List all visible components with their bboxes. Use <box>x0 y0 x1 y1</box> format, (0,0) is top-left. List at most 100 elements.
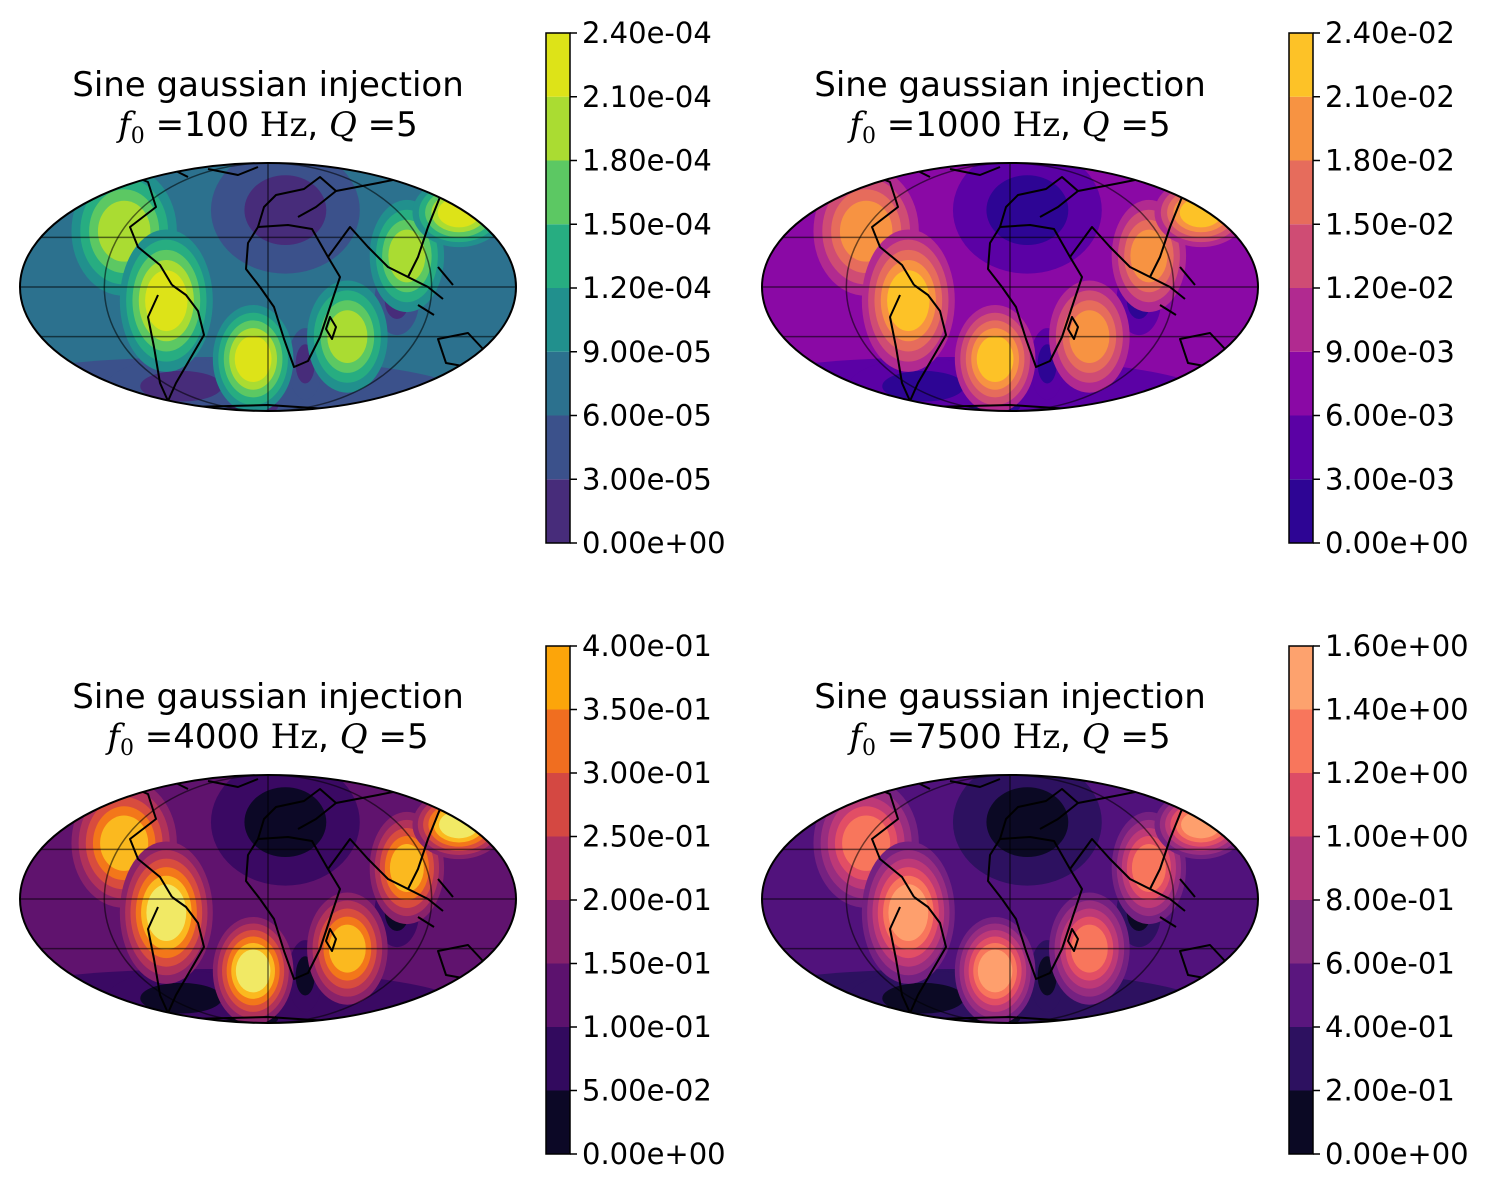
colorbar-tick-label: 1.60e+00 <box>1325 629 1469 663</box>
f0-value: 4000 <box>173 717 260 757</box>
coastline <box>1067 928 1079 952</box>
colorbar-tick-label: 3.00e-01 <box>582 756 712 790</box>
coastline <box>889 896 947 1014</box>
colorbar-band <box>546 224 570 288</box>
contour-region <box>244 787 327 858</box>
contour-region <box>1131 844 1166 892</box>
sky-map <box>19 162 517 412</box>
colorbar-tick-label: 3.00e-05 <box>582 462 712 496</box>
panel-title: Sine gaussian injection <box>72 677 464 717</box>
f0-value: 7500 <box>915 717 1002 757</box>
contour-region <box>976 335 1014 382</box>
colorbar-tick-label: 8.00e-01 <box>1325 883 1455 917</box>
colorbar-tick-label: 6.00e-05 <box>582 399 712 433</box>
colorbar-tick-label: 2.00e-01 <box>1325 1074 1455 1108</box>
colorbar-tick-label: 1.20e-04 <box>582 271 712 305</box>
coastline <box>147 896 205 1014</box>
q-value: 5 <box>407 717 429 757</box>
colorbar-tick-label: 2.40e-02 <box>1325 16 1455 50</box>
colorbar-band <box>546 415 570 480</box>
contour-region <box>439 810 479 839</box>
colorbar: 0.00e+00 2.00e-01 4.00e-01 6.00e-01 8.00e-01… <box>1288 629 1469 1171</box>
colorbar-tick-label: 0.00e+00 <box>1325 1137 1469 1171</box>
contour-region <box>882 370 965 402</box>
contour-region <box>986 787 1069 858</box>
colorbar-band <box>1289 709 1313 773</box>
contour-region <box>235 949 271 993</box>
coastline <box>325 928 337 952</box>
colorbar-tick-label: 3.00e-03 <box>1325 462 1455 496</box>
sky-map <box>761 162 1259 412</box>
colorbar-band <box>1289 1027 1313 1091</box>
colorbar-band <box>546 963 570 1027</box>
contour-region <box>1181 810 1221 839</box>
colorbar-tick-label: 1.20e-02 <box>1325 271 1455 305</box>
colorbar-tick-label: 9.00e-03 <box>1325 335 1455 369</box>
contour-region <box>986 175 1069 246</box>
colorbar-tick-label: 1.80e-02 <box>1325 144 1455 178</box>
coastline <box>245 836 341 980</box>
colorbar-band <box>546 351 570 416</box>
colorbar-tick-label: 0.00e+00 <box>582 526 726 560</box>
contour-region <box>140 370 223 402</box>
colorbar-tick-label: 6.00e-03 <box>1325 399 1455 433</box>
coastline <box>889 284 947 402</box>
colorbar-band <box>546 836 570 900</box>
colorbar-band <box>546 479 570 543</box>
contour-region <box>145 270 188 332</box>
colorbar-tick-label: 3.50e-01 <box>582 693 712 727</box>
colorbar-band <box>1289 900 1313 964</box>
colorbar-band <box>1289 836 1313 900</box>
coastline <box>864 783 915 898</box>
contour-region <box>244 175 327 246</box>
map-outline <box>761 774 1259 1024</box>
colorbar-tick-label: 6.00e-01 <box>1325 947 1455 981</box>
contour-region <box>388 229 426 283</box>
colorbar-band <box>546 160 570 225</box>
panel-title: Sine gaussian injection <box>814 677 1206 717</box>
coastline <box>245 224 341 368</box>
colorbar-tick-label: 0.00e+00 <box>1325 526 1469 560</box>
graticule <box>762 775 1258 1023</box>
coastline <box>999 788 1079 840</box>
contour-region <box>1179 197 1223 228</box>
f0-value: 1000 <box>915 105 1002 145</box>
coastline <box>122 783 173 898</box>
coastline <box>257 788 337 840</box>
colorbar: 0.00e+00 3.00e-03 6.00e-03 9.00e-03 1.20e-02… <box>1288 16 1469 560</box>
colorbar: 0.00e+00 3.00e-05 6.00e-05 9.00e-05 1.20e-04… <box>545 16 726 560</box>
colorbar-tick-label: 4.00e-01 <box>1325 1010 1455 1044</box>
colorbar-band <box>1289 415 1313 480</box>
coastline <box>257 176 337 228</box>
contour-region <box>977 949 1013 993</box>
colorbar-tick-label: 9.00e-05 <box>582 335 712 369</box>
contour-region <box>1130 229 1168 283</box>
colorbar-tick-label: 4.00e-01 <box>582 629 712 663</box>
colorbar-tick-label: 2.10e-04 <box>582 80 712 114</box>
colorbar-band <box>1289 479 1313 543</box>
colorbar-band <box>1289 160 1313 225</box>
colorbar-tick-label: 1.20e+00 <box>1325 756 1469 790</box>
q-value: 5 <box>1149 105 1171 145</box>
coastline <box>407 266 454 316</box>
coastline <box>325 316 337 340</box>
coastline <box>1067 316 1079 340</box>
colorbar-band <box>1289 773 1313 837</box>
coastline <box>407 878 454 928</box>
colorbar-band <box>546 900 570 964</box>
map-outline <box>761 162 1259 412</box>
colorbar-tick-label: 1.00e+00 <box>1325 820 1469 854</box>
colorbar-band <box>546 33 570 97</box>
colorbar-band <box>1289 224 1313 288</box>
colorbar-tick-label: 1.80e-04 <box>582 144 712 178</box>
colorbar-band <box>1289 351 1313 416</box>
contour-region <box>389 844 424 892</box>
contour-region <box>882 982 965 1014</box>
colorbar-band <box>1289 33 1313 97</box>
colorbar-band <box>1289 96 1313 161</box>
colorbar-band <box>546 1027 570 1091</box>
coastline <box>987 836 1083 980</box>
